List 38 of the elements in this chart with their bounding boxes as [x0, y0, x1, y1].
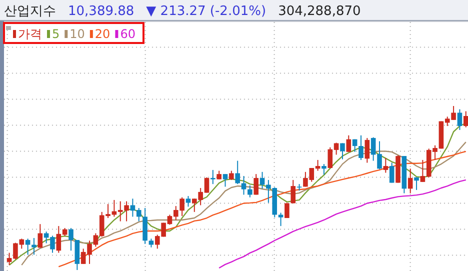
- candlestick: [32, 238, 36, 256]
- candlestick: [364, 137, 370, 164]
- candlestick: [241, 176, 246, 196]
- candlestick: [278, 212, 284, 227]
- candlestick: [463, 110, 468, 128]
- candlestick: [142, 208, 148, 244]
- candlestick: [408, 168, 413, 194]
- candlestick: [383, 157, 388, 174]
- candlestick: [222, 174, 228, 188]
- candlestick: [74, 239, 80, 270]
- candlestick: [290, 179, 296, 204]
- candlestick: [210, 169, 216, 185]
- candlestick: [340, 142, 345, 160]
- legend-label: 20: [94, 27, 110, 41]
- legend-label: 10: [70, 27, 85, 41]
- candlestick: [248, 184, 252, 198]
- candlestick: [235, 160, 240, 185]
- candlestick: [414, 176, 419, 190]
- candlestick: [358, 134, 364, 160]
- candlestick: [186, 196, 191, 208]
- candlestick: [68, 228, 74, 252]
- candlestick: [229, 170, 234, 180]
- annotation: 304,288,870: [278, 4, 361, 19]
- legend-label: 가격: [18, 27, 42, 41]
- annotation: 10,389.88: [68, 4, 134, 19]
- candlestick: [322, 164, 326, 176]
- legend-label: 60: [120, 27, 136, 41]
- legend-label: 5: [52, 27, 60, 41]
- candlestick: [346, 134, 352, 152]
- candlestick: [254, 174, 258, 196]
- candlestick: [38, 224, 43, 248]
- candlestick: [284, 202, 290, 219]
- candlestick: [457, 108, 462, 130]
- annotation: ▼ 213.27 (-2.01%): [146, 4, 266, 19]
- candlestick: [260, 171, 265, 190]
- title: 산업지수: [4, 4, 56, 19]
- candlestick: [352, 138, 358, 152]
- candlestick: [389, 162, 394, 184]
